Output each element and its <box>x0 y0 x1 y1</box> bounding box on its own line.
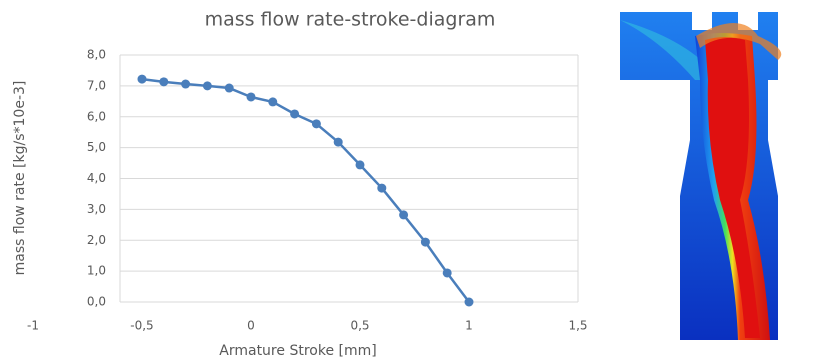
y-tick-label: 6,0 <box>87 109 106 123</box>
y-tick-label: 8,0 <box>87 48 106 62</box>
y-tick-label: 5,0 <box>87 140 106 154</box>
x-tick-label: -1 <box>27 319 39 333</box>
data-point <box>225 84 234 93</box>
y-axis-label: mass flow rate [kg/s*10e-3] <box>12 81 28 276</box>
x-axis-label: Armature Stroke [mm] <box>219 343 376 359</box>
data-point <box>312 119 321 128</box>
y-tick-label: 4,0 <box>87 171 106 185</box>
data-point <box>290 109 299 118</box>
data-point <box>377 184 386 193</box>
data-point <box>334 138 343 147</box>
data-point <box>443 268 452 277</box>
x-tick-label: 1 <box>465 319 473 333</box>
chart-title: mass flow rate-stroke-diagram <box>205 9 496 31</box>
data-point <box>203 81 212 90</box>
chart: mass flow rate-stroke-diagram Armature S… <box>0 0 822 360</box>
data-point <box>465 298 474 307</box>
data-point <box>268 97 277 106</box>
page: {"chart_data": {"type": "line", "title":… <box>0 0 822 360</box>
data-point <box>356 160 365 169</box>
y-tick-label: 2,0 <box>87 233 106 247</box>
data-point <box>159 77 168 86</box>
data-point <box>181 80 190 89</box>
data-point <box>399 210 408 219</box>
x-tick-label: 1,5 <box>568 319 587 333</box>
x-tick-label: 0,5 <box>350 319 369 333</box>
y-tick-label: 7,0 <box>87 78 106 92</box>
data-point <box>138 75 147 84</box>
y-tick-label: 3,0 <box>87 202 106 216</box>
y-tick-label: 1,0 <box>87 264 106 278</box>
data-point <box>247 92 256 101</box>
x-tick-label: 0 <box>247 319 255 333</box>
y-tick-label: 0,0 <box>87 295 106 309</box>
flow-simulation-image <box>620 12 781 340</box>
data-point <box>421 238 430 247</box>
data-line <box>142 79 469 302</box>
x-tick-label: -0,5 <box>130 319 153 333</box>
